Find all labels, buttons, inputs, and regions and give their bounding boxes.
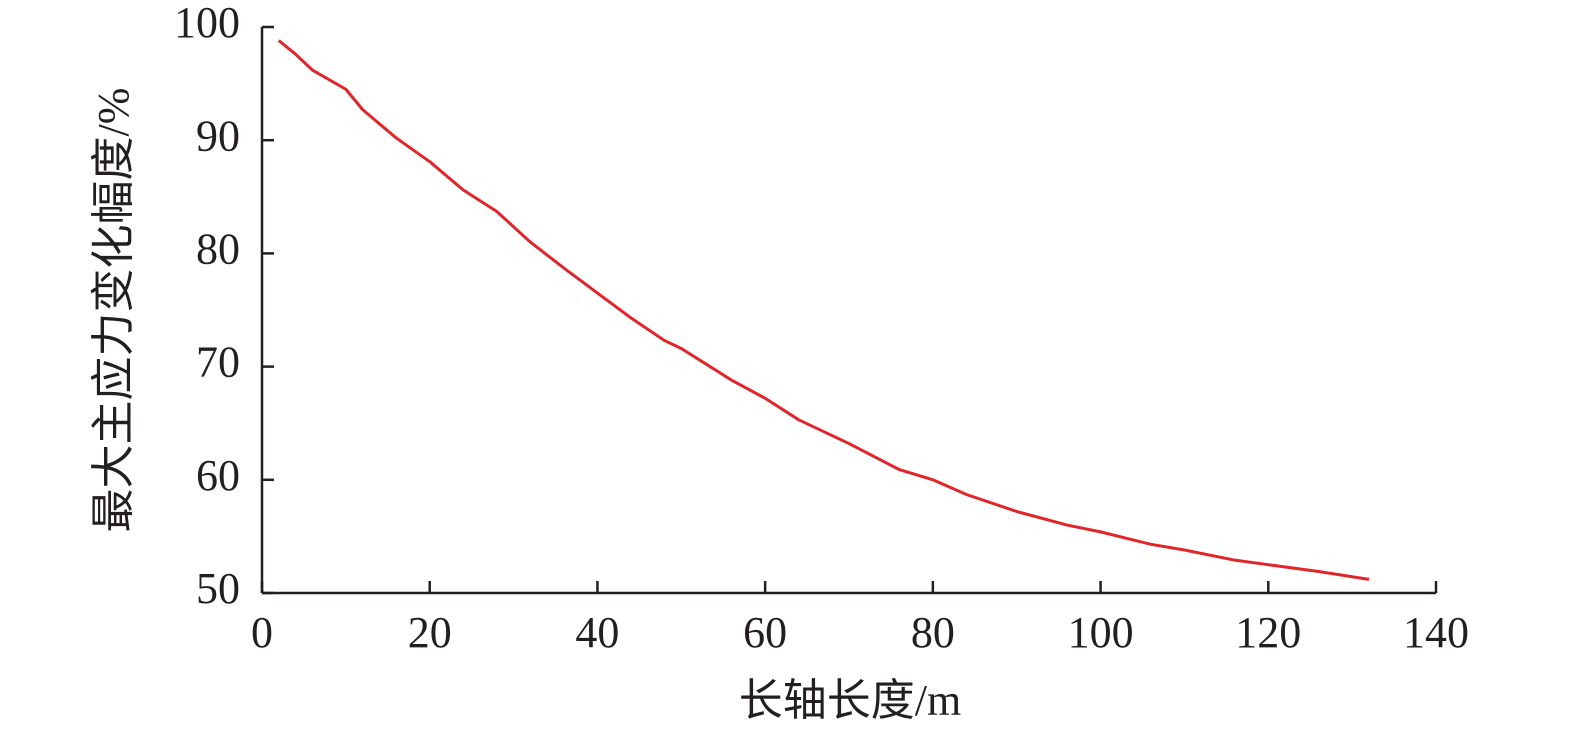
x-tick-label: 80 xyxy=(911,608,955,657)
x-tick-label: 0 xyxy=(251,608,273,657)
x-tick-label: 100 xyxy=(1068,608,1134,657)
y-tick-label: 60 xyxy=(196,451,240,500)
x-tick-label: 20 xyxy=(408,608,452,657)
y-tick-label: 50 xyxy=(196,564,240,613)
x-tick-label: 120 xyxy=(1235,608,1301,657)
y-tick-label: 80 xyxy=(196,224,240,273)
x-tick-label: 60 xyxy=(743,608,787,657)
y-tick-label: 90 xyxy=(196,111,240,160)
x-tick-label: 140 xyxy=(1403,608,1469,657)
y-axis-label: 最大主应力变化幅度/% xyxy=(89,88,138,533)
y-tick-label: 100 xyxy=(174,0,240,47)
y-tick-label: 70 xyxy=(196,338,240,387)
x-axis-label: 长轴长度/m xyxy=(739,676,961,725)
x-tick-label: 40 xyxy=(575,608,619,657)
data-line xyxy=(277,39,1370,581)
